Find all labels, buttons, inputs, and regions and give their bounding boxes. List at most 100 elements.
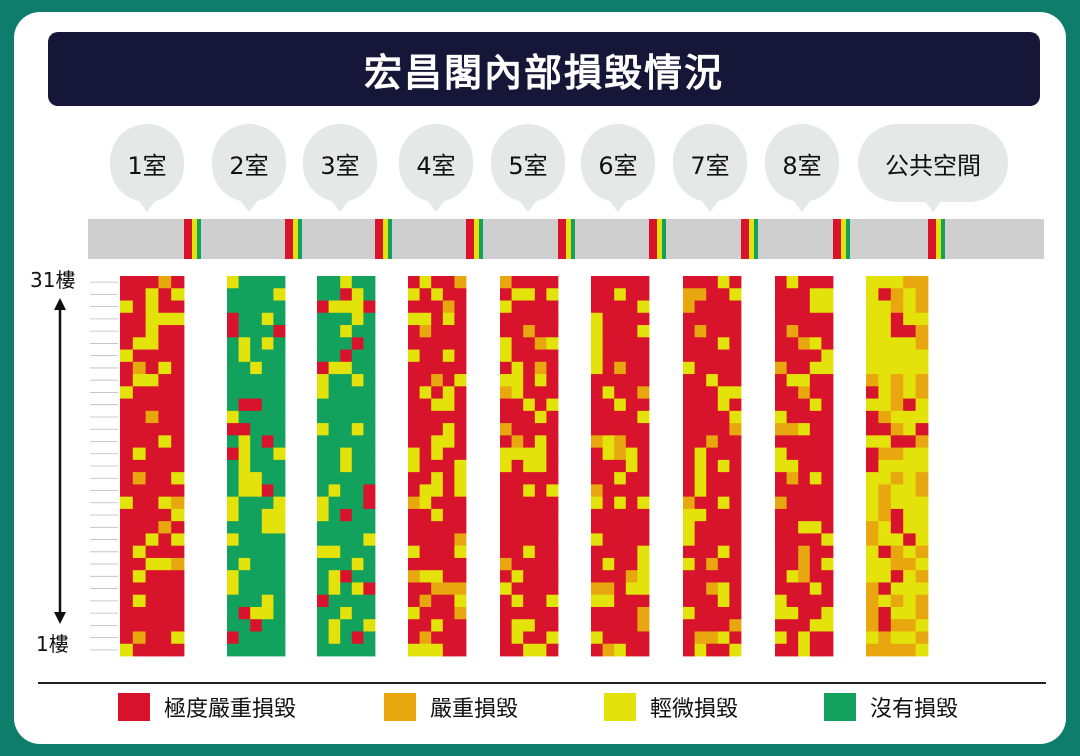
heatmap-cell — [821, 398, 834, 412]
heatmap-cell — [454, 374, 467, 387]
heatmap-cell — [120, 594, 134, 608]
heatmap-cell — [454, 533, 467, 547]
heatmap-cell — [408, 472, 420, 485]
heatmap-cell — [171, 643, 185, 657]
heatmap-cell — [915, 557, 929, 571]
heatmap-cell — [511, 545, 524, 559]
heatmap-cell — [363, 288, 376, 301]
heatmap-cell — [317, 349, 329, 363]
heatmap-cell — [261, 545, 274, 559]
heatmap-cell — [261, 349, 274, 363]
heatmap-cell — [511, 484, 524, 498]
heatmap-cell — [625, 619, 638, 632]
heatmap-cell — [903, 643, 916, 657]
heatmap-cell — [602, 606, 615, 620]
heatmap-cell — [171, 508, 185, 522]
header-stripe — [928, 219, 936, 259]
heatmap-cell — [866, 594, 879, 608]
heatmap-cell — [419, 545, 432, 559]
heatmap-cell — [273, 521, 286, 534]
heatmap-cell — [454, 521, 467, 534]
heatmap-cell — [591, 570, 603, 583]
heatmap-cell — [775, 545, 787, 559]
heatmap-cell — [261, 496, 274, 510]
heatmap-cell — [878, 582, 892, 596]
heatmap-cell — [890, 447, 904, 461]
heatmap-cell — [809, 276, 822, 289]
heatmap-cell — [809, 423, 822, 436]
heatmap-cell — [821, 496, 834, 510]
heatmap-cell — [238, 484, 251, 498]
heatmap-cell — [340, 557, 353, 571]
heatmap-cell — [866, 570, 879, 583]
heatmap-cell — [637, 619, 650, 632]
header-stripe — [479, 219, 483, 259]
heatmap-cell — [625, 288, 638, 301]
heatmap-cell — [717, 570, 730, 583]
heatmap-cell — [591, 582, 603, 596]
heatmap-cell — [227, 619, 239, 632]
heatmap-cell — [694, 410, 707, 424]
heatmap-cell — [238, 472, 251, 485]
heatmap-cell — [591, 496, 603, 510]
heatmap-cell — [786, 276, 799, 289]
heatmap-cell — [454, 300, 467, 314]
heatmap-cell — [227, 484, 239, 498]
heatmap-cell — [351, 374, 364, 387]
heatmap-cell — [340, 386, 353, 399]
heatmap-cell — [120, 545, 134, 559]
heatmap-cell — [821, 423, 834, 436]
heatmap-cell — [351, 325, 364, 338]
heatmap-cell — [809, 484, 822, 498]
heatmap-cell — [683, 435, 695, 449]
heatmap-cell — [798, 288, 811, 301]
heatmap-cell — [625, 276, 638, 289]
heatmap-cell — [442, 374, 455, 387]
heatmap-cell — [546, 484, 559, 498]
heatmap-cell — [261, 570, 274, 583]
heatmap-cell — [821, 631, 834, 645]
heatmap-cell — [523, 594, 536, 608]
heatmap-cell — [694, 508, 707, 522]
heatmap-cell — [408, 606, 420, 620]
heatmap-cell — [238, 337, 251, 350]
heatmap-cell — [602, 398, 615, 412]
legend-item: 極度嚴重損毀 — [118, 692, 296, 722]
heatmap-cell — [890, 472, 904, 485]
heatmap-cell — [602, 435, 615, 449]
heatmap-cell — [534, 521, 547, 534]
heatmap-cell — [145, 582, 159, 596]
heatmap-cell — [683, 606, 695, 620]
heatmap-cell — [890, 398, 904, 412]
heatmap-cell — [227, 545, 239, 559]
heatmap-cell — [419, 386, 432, 399]
heatmap-cell — [683, 521, 695, 534]
heatmap-cell — [534, 447, 547, 461]
heatmap-cell — [637, 300, 650, 314]
heatmap-cell — [694, 337, 707, 350]
heatmap-cell — [340, 459, 353, 473]
heatmap-cell — [120, 325, 134, 338]
heatmap-cell — [809, 557, 822, 571]
heatmap-cell — [431, 374, 444, 387]
heatmap-cell — [890, 361, 904, 375]
heatmap-cell — [903, 300, 916, 314]
heatmap-cell — [591, 276, 603, 289]
heatmap-cell — [625, 435, 638, 449]
heatmap-cell — [775, 361, 787, 375]
heatmap-cell — [442, 508, 455, 522]
heatmap-cell — [238, 386, 251, 399]
heatmap-cell — [238, 435, 251, 449]
heatmap-cell — [261, 447, 274, 461]
room-bubble-7: 7室 — [673, 124, 747, 212]
heatmap-cell — [591, 508, 603, 522]
heatmap-cell — [227, 472, 239, 485]
heatmap-cell — [227, 398, 239, 412]
heatmap-cell — [328, 435, 341, 449]
axis-top-label: 31樓 — [30, 268, 76, 292]
heatmap-cell — [903, 570, 916, 583]
heatmap-cell — [523, 288, 536, 301]
heatmap-cell — [546, 606, 559, 620]
header-stripe — [558, 219, 566, 259]
heatmap-cell — [250, 594, 263, 608]
